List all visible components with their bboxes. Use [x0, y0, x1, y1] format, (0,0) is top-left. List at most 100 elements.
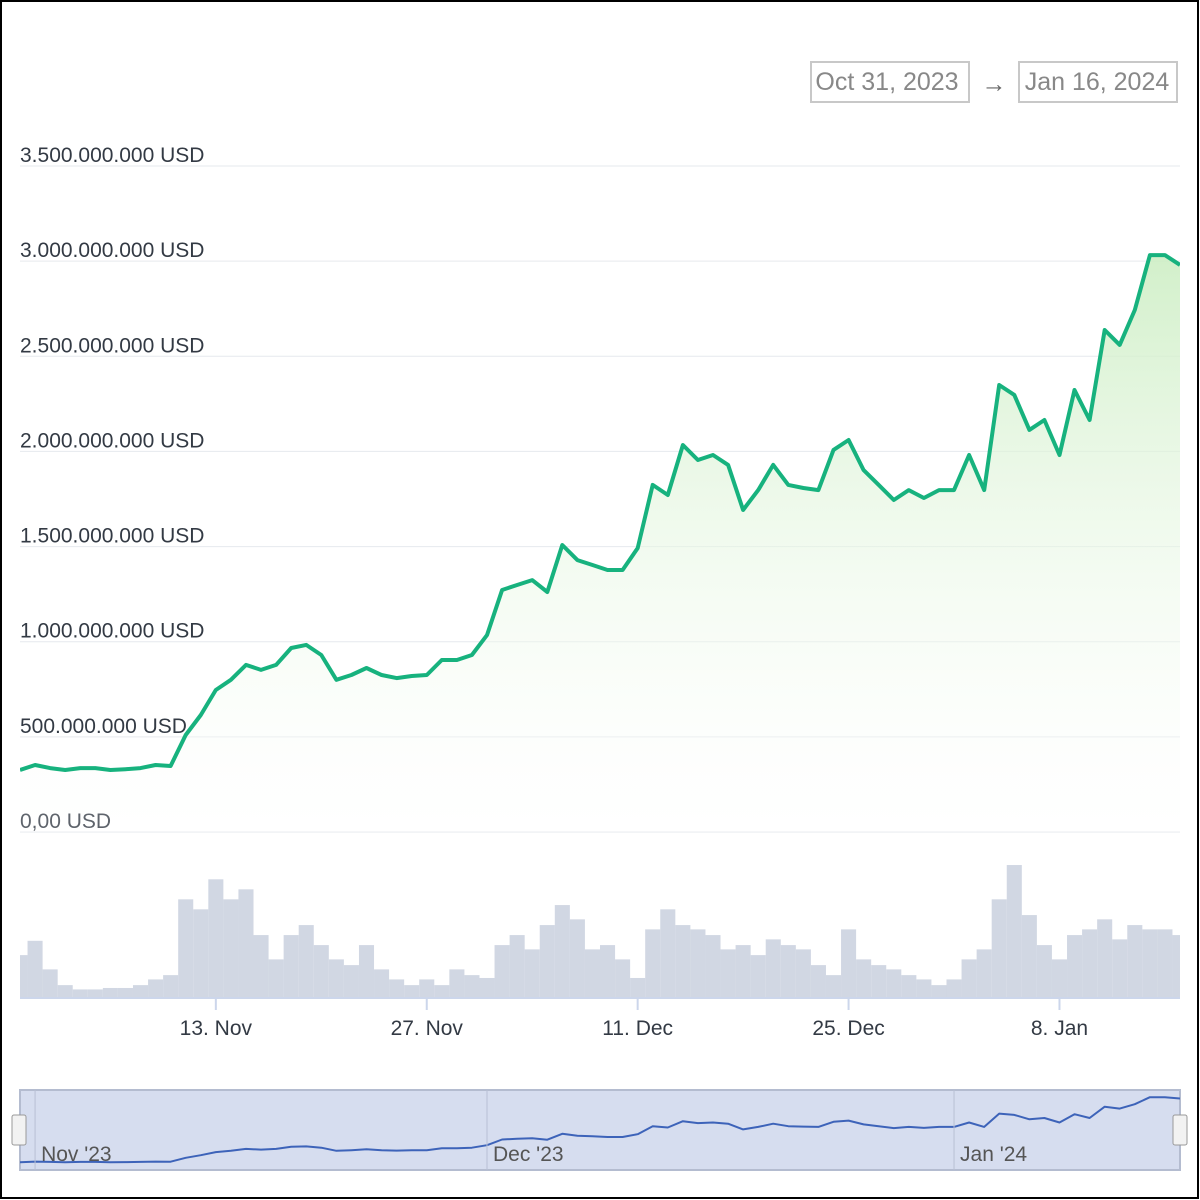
volume-bar	[946, 979, 962, 998]
range-to[interactable]: Jan 16, 2024	[1025, 68, 1170, 96]
volume-bar	[1067, 935, 1083, 998]
volume-bar	[343, 965, 359, 998]
navigator-line	[20, 1096, 1180, 1164]
volume-bar	[27, 940, 43, 998]
volume-bar	[810, 965, 826, 998]
volume-bar	[539, 925, 555, 998]
x-tick-label: 27. Nov	[391, 1017, 464, 1040]
volume-bar	[494, 945, 510, 998]
volume-bar	[1142, 929, 1158, 998]
volume-bar	[600, 945, 616, 998]
volume-bar	[1082, 929, 1098, 998]
volume-bar	[163, 975, 179, 998]
volume-bar	[283, 935, 299, 998]
volume-bar	[1051, 959, 1068, 998]
x-tick-label: 11. Dec	[602, 1017, 673, 1040]
y-tick-label: 2.000.000.000 USD	[20, 429, 204, 452]
volume-bar	[976, 949, 992, 998]
volume-bar	[554, 905, 570, 998]
volume-bar	[916, 979, 932, 998]
area	[20, 255, 1180, 833]
volume-bar	[253, 935, 269, 998]
navigator[interactable]	[19, 1089, 1181, 1171]
volume-bar	[509, 935, 525, 998]
volume-bar	[208, 879, 224, 998]
volume-bar	[615, 959, 631, 998]
volume-bar	[795, 949, 811, 998]
volume-bar	[690, 929, 706, 998]
volume-bar	[991, 899, 1007, 998]
y-tick-label: 500.000.000 USD	[20, 715, 187, 738]
volume-bar	[1157, 929, 1173, 998]
navigator-tick-label: Jan '24	[960, 1143, 1027, 1166]
volume-bar	[42, 969, 58, 998]
y-tick-label: 3.000.000.000 USD	[20, 239, 204, 262]
volume-bar	[886, 969, 902, 998]
volume-bar	[328, 959, 344, 998]
volume-bar	[750, 955, 766, 998]
y-tick-label: 1.000.000.000 USD	[20, 620, 204, 643]
volume-bar	[132, 985, 149, 998]
volume-bar	[117, 987, 133, 998]
volume-bar	[675, 925, 691, 998]
volume-bar	[178, 899, 194, 998]
volume-bar	[735, 945, 751, 998]
range-separator: →	[982, 70, 1007, 98]
volume-bar	[825, 975, 842, 998]
volume-bar	[1006, 865, 1022, 998]
volume-bar	[961, 959, 977, 998]
volume-bar	[87, 989, 103, 998]
volume-bar	[479, 977, 495, 998]
volume-bar	[419, 979, 435, 998]
volume-bar	[20, 955, 28, 998]
volume-bar	[630, 977, 646, 998]
volume-bar	[404, 985, 420, 998]
volume-bar	[584, 949, 600, 998]
volume-bar	[72, 989, 88, 998]
volume-bar	[268, 959, 284, 998]
volume-bar	[901, 975, 917, 998]
volume-bar	[298, 925, 314, 998]
volume-bar	[569, 919, 585, 998]
volume-bar	[102, 987, 118, 998]
range-from-box[interactable]	[810, 61, 970, 103]
volume-bar	[1021, 915, 1037, 998]
y-tick-label: 3.500.000.000 USD	[20, 144, 204, 167]
volume-bar	[1097, 919, 1113, 998]
volume-bar	[313, 945, 329, 998]
volume-bar	[1172, 935, 1180, 998]
volume-bar	[705, 935, 721, 998]
navigator-tick-label: Dec '23	[493, 1143, 564, 1166]
volume-bar	[223, 899, 239, 998]
x-tick-label: 8. Jan	[1031, 1017, 1088, 1040]
volume-bar	[720, 949, 736, 998]
volume-bar	[358, 945, 375, 998]
volume-bar	[238, 889, 254, 998]
volume-bar	[841, 929, 857, 998]
volume-bar	[645, 929, 661, 998]
volume-bar	[449, 969, 465, 998]
range-to-box[interactable]	[1018, 61, 1178, 103]
volume-bar	[871, 965, 887, 998]
volume-bar	[389, 979, 405, 998]
volume-bar	[1036, 945, 1052, 998]
volume-bar	[434, 985, 450, 998]
navigator-handle[interactable]	[1172, 1114, 1188, 1146]
volume-bar	[374, 969, 390, 998]
navigator-tick-label: Nov '23	[41, 1143, 112, 1166]
volume-bar	[780, 945, 796, 998]
line	[20, 253, 1180, 772]
range-from[interactable]: Oct 31, 2023	[815, 68, 958, 96]
volume-bar	[57, 985, 73, 998]
volume-bar	[660, 909, 676, 998]
y-tick-label: 1.500.000.000 USD	[20, 525, 204, 548]
volume-bar	[856, 959, 872, 998]
x-tick-label: 25. Dec	[812, 1017, 884, 1040]
volume-bar	[464, 975, 480, 998]
y-tick-label: 2.500.000.000 USD	[20, 334, 204, 357]
volume-bar	[931, 985, 947, 998]
x-tick-label: 13. Nov	[180, 1017, 253, 1040]
volume-bar	[193, 909, 209, 998]
navigator-handle[interactable]	[11, 1114, 27, 1146]
